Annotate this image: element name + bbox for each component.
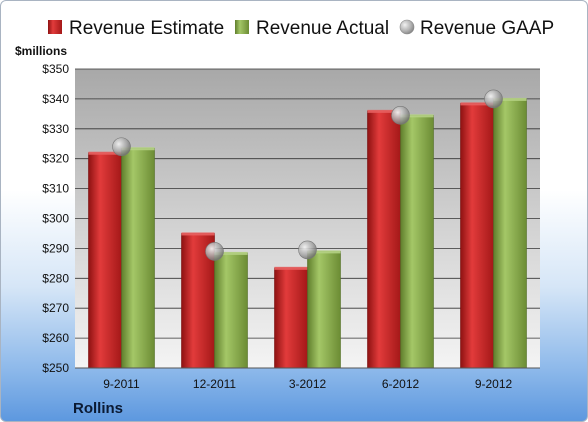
y-tick-label: $290 [42,241,69,255]
x-tick-label: 9-2012 [475,377,513,391]
y-axis-unit-label: $millions [15,44,67,58]
y-tick-label: $350 [42,62,69,76]
bar-revenue-actual [121,147,155,369]
bar-revenue-actual-top [214,251,248,255]
bar-revenue-estimate-top [367,109,401,113]
gaap-marker [391,106,410,125]
bar-revenue-actual [307,251,341,369]
legend: Revenue Estimate Revenue Actual Revenue … [48,18,554,39]
y-tick-label: $280 [42,271,69,285]
x-tick-label: 12-2011 [193,377,236,391]
company-name: Rollins [73,400,123,417]
x-tick-label: 6-2012 [382,377,420,391]
bar-revenue-estimate-top [460,102,494,106]
bar-revenue-estimate [460,103,494,369]
bar-revenue-estimate-top [274,266,308,270]
y-tick-label: $300 [42,212,69,226]
bar-revenue-actual-top [121,147,155,151]
bar-revenue-actual-top [493,97,527,101]
gaap-markers [112,89,503,261]
y-tick-label: $270 [42,301,69,315]
gaap-marker [298,240,317,260]
gaap-marker [112,137,131,157]
bar-revenue-actual [400,115,434,369]
legend-label-revenue-actual: Revenue Actual [256,18,389,39]
bar-revenue-actual-top [307,250,341,254]
bar-revenue-estimate [274,267,308,369]
y-tick-label: $320 [42,152,69,166]
bar-revenue-estimate-top [88,151,122,155]
legend-label-revenue-gaap: Revenue GAAP [420,18,554,39]
x-tick-label: 9-2011 [103,377,140,391]
legend-swatch-revenue-estimate [48,20,62,34]
legend-swatch-revenue-actual [235,20,249,34]
y-tick-label: $310 [42,182,69,196]
y-tick-label: $260 [42,331,69,345]
bar-revenue-actual-top [400,114,434,118]
y-tick-label: $250 [42,361,69,375]
bar-revenue-actual [493,98,527,369]
y-axis-ticks: $250 $260 $270 $280 $290 $300 $310 $320 $330 $340… [42,62,69,375]
legend-label-revenue-estimate: Revenue Estimate [69,18,224,39]
gaap-marker [484,89,503,109]
bar-revenue-estimate [367,110,401,369]
x-tick-label: 3-2012 [289,377,327,391]
x-axis-ticks: 9-2011 12-2011 3-2012 6-2012 9-2012 [103,377,512,391]
bar-revenue-estimate [88,152,122,369]
bar-revenue-actual [214,252,248,369]
gaap-marker [205,242,224,261]
y-tick-label: $330 [42,122,69,136]
y-tick-label: $340 [42,92,69,106]
legend-marker-revenue-gaap [399,19,415,35]
bar-revenue-estimate-top [181,232,215,236]
